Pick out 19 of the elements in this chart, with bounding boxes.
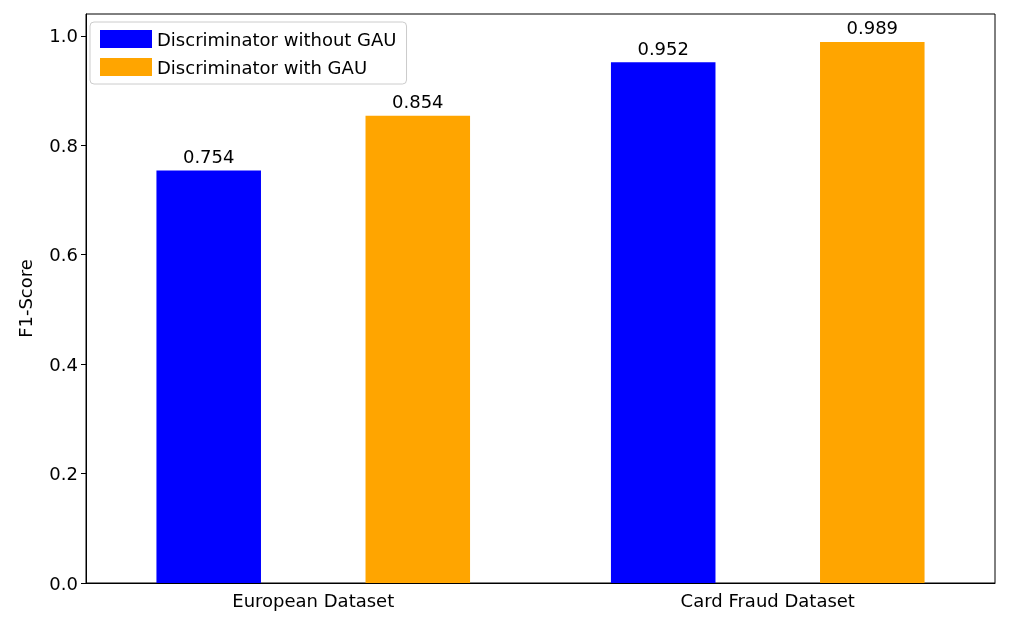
bar	[365, 115, 471, 583]
data-label: 0.854	[392, 91, 444, 113]
data-label: 0.989	[846, 17, 899, 39]
x-tick-label: European Dataset	[232, 589, 395, 611]
bar	[156, 170, 261, 583]
y-tick-label: 0.8	[49, 134, 78, 156]
legend-label: Discriminator without GAU	[157, 28, 397, 50]
y-tick-label: 1.0	[49, 25, 78, 47]
x-tick-label: Card Fraud Dataset	[680, 589, 855, 611]
data-label: 0.754	[182, 145, 235, 167]
y-tick-label: 0.2	[49, 463, 78, 485]
y-axis-title: F1-Score	[14, 259, 36, 338]
bar	[820, 41, 925, 583]
y-tick-label: 0.4	[49, 353, 78, 375]
y-tick-label: 0.6	[49, 244, 78, 266]
bar	[610, 62, 716, 583]
y-tick-label: 0.0	[49, 572, 78, 594]
data-label: 0.952	[637, 37, 689, 59]
legend-label: Discriminator with GAU	[157, 56, 368, 78]
